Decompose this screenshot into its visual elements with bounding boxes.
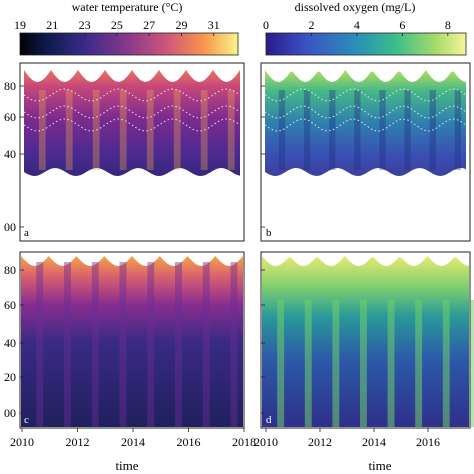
temperature-colorbar-tick-label: 29 bbox=[175, 18, 187, 32]
panel-c-stripes bbox=[36, 262, 238, 427]
panel-a-heatmap bbox=[24, 70, 240, 176]
x-axis-label-left: time bbox=[115, 458, 138, 473]
panel-a-stripes bbox=[38, 90, 235, 170]
panel-d: d bbox=[260, 251, 474, 429]
temperature-colorbar-tick-label: 25 bbox=[111, 18, 123, 32]
panel-b-isoline bbox=[264, 88, 467, 102]
panel-c-mixing-stripe bbox=[202, 262, 210, 427]
panel-d-mixing-stripe bbox=[442, 300, 450, 427]
x-axis-right-tick-label: 2010 bbox=[254, 435, 278, 449]
panel-b-low-oxygen-stripe bbox=[278, 90, 286, 170]
x-axis-right-tick-label: 2012 bbox=[308, 435, 332, 449]
oxygen-colorbar-label: dissolved oxygen (mg/L) bbox=[295, 0, 416, 14]
y-axis-top-tick-label: 60 bbox=[4, 110, 16, 124]
y-axis-bottom-tick-label: 40 bbox=[4, 336, 16, 350]
panel-d-mixing-stripe bbox=[415, 300, 423, 427]
panel-a-warm-stripe bbox=[38, 90, 46, 170]
y-axis-top-tick-label: 00 bbox=[4, 220, 16, 234]
temperature-colorbar-tick-label: 19 bbox=[14, 18, 26, 32]
panel-a-warm-stripe bbox=[92, 90, 100, 170]
y-axis-bottom-tick-label: 20 bbox=[4, 370, 16, 384]
oxygen-colorbar-tick-label: 8 bbox=[445, 18, 451, 32]
panel-c: c bbox=[19, 251, 245, 429]
panel-b-isoline bbox=[264, 105, 467, 119]
panel-b-label: b bbox=[266, 227, 272, 239]
panel-c-mixing-stripe bbox=[91, 262, 99, 427]
panel-d-mixing-stripe bbox=[304, 300, 312, 427]
x-axis-ticks-left: 2010 2012 2014 2016 2018 bbox=[10, 428, 256, 449]
panel-a-warm-stripe bbox=[200, 90, 208, 170]
panel-d-stripes bbox=[277, 300, 474, 427]
y-axis-bottom-tick-label: 80 bbox=[4, 263, 16, 277]
panel-c-mixing-stripe bbox=[175, 262, 182, 427]
oxygen-colorbar-tick-label: 6 bbox=[399, 18, 405, 32]
panel-c-label: c bbox=[24, 414, 29, 426]
panel-b: b bbox=[260, 62, 471, 242]
oxygen-colorbar-ticks: 0 2 4 6 8 bbox=[263, 18, 451, 36]
x-axis-left-tick-label: 2018 bbox=[232, 435, 256, 449]
oxygen-colorbar bbox=[265, 32, 467, 56]
panel-b-low-oxygen-stripe bbox=[404, 90, 411, 170]
x-axis-left-tick-label: 2012 bbox=[66, 435, 90, 449]
panel-d-mixing-stripe bbox=[360, 300, 367, 427]
panel-b-low-oxygen-stripe bbox=[329, 90, 336, 170]
panel-b-low-oxygen-stripe bbox=[454, 90, 461, 170]
x-axis-right-tick-label: 2016 bbox=[416, 435, 440, 449]
panel-b-low-oxygen-stripe bbox=[354, 90, 361, 170]
panel-d-mixing-stripe bbox=[387, 300, 395, 427]
y-axis-bottom-tick-label: 60 bbox=[4, 298, 16, 312]
panel-a-isoline bbox=[23, 88, 241, 102]
oxygen-colorbar-tick-label: 4 bbox=[354, 18, 360, 32]
y-axis-bottom-tick-label: 00 bbox=[4, 406, 16, 420]
panel-b-isolines bbox=[264, 88, 467, 132]
panel-a-warm-stripe bbox=[227, 90, 235, 170]
x-axis-ticks-right: 2010 2012 2014 2016 bbox=[254, 428, 440, 449]
panel-d-mixing-stripe bbox=[332, 300, 340, 427]
y-axis-ticks-top: 80 60 40 00 bbox=[4, 79, 265, 234]
temperature-colorbar-tick-label: 27 bbox=[143, 18, 155, 32]
x-axis-left-tick-label: 2014 bbox=[121, 435, 145, 449]
panel-a-isoline bbox=[23, 118, 241, 132]
panel-c-heatmap bbox=[21, 256, 243, 427]
panel-d-label: d bbox=[266, 414, 272, 426]
oxygen-colorbar-tick-label: 0 bbox=[263, 18, 269, 32]
panel-c-mixing-stripe bbox=[36, 262, 44, 427]
oxygen-colorbar-tick-label: 2 bbox=[308, 18, 314, 32]
temperature-colorbar-ticks: 19 21 23 25 27 29 31 bbox=[14, 18, 220, 36]
temperature-colorbar-tick-label: 31 bbox=[208, 18, 220, 32]
x-axis-right-tick-label: 2014 bbox=[362, 435, 386, 449]
panel-c-mixing-stripe bbox=[64, 262, 71, 427]
temperature-colorbar-tick-label: 21 bbox=[46, 18, 58, 32]
panel-a-label: a bbox=[24, 227, 29, 239]
temperature-colorbar bbox=[19, 32, 239, 56]
panel-a-warm-stripe bbox=[119, 90, 127, 170]
y-axis-ticks-bottom: 80 60 40 20 00 bbox=[4, 263, 265, 420]
temperature-colorbar-tick-label: 23 bbox=[79, 18, 91, 32]
panel-a-warm-stripe bbox=[65, 90, 73, 170]
panel-a: a bbox=[19, 62, 245, 242]
panel-b-heatmap bbox=[265, 70, 466, 176]
x-axis-left-tick-label: 2016 bbox=[177, 435, 201, 449]
panel-a-warm-stripe bbox=[173, 90, 181, 170]
temperature-colorbar-label: water temperature (°C) bbox=[72, 0, 183, 14]
y-axis-top-tick-label: 40 bbox=[4, 147, 16, 161]
y-axis-top-tick-label: 80 bbox=[4, 79, 16, 93]
panel-d-mixing-stripe bbox=[277, 300, 285, 427]
panel-c-mixing-stripe bbox=[119, 262, 127, 427]
panel-c-mixing-stripe bbox=[230, 262, 238, 427]
x-axis-label-right: time bbox=[368, 458, 391, 473]
x-axis-left-tick-label: 2010 bbox=[10, 435, 34, 449]
panel-a-isolines bbox=[23, 88, 241, 132]
panel-a-warm-stripe bbox=[146, 90, 154, 170]
panel-b-isoline bbox=[264, 118, 467, 132]
panel-c-mixing-stripe bbox=[147, 262, 155, 427]
panel-d-mixing-stripe bbox=[470, 300, 474, 427]
panel-b-low-oxygen-stripe bbox=[303, 90, 311, 170]
panel-a-isoline bbox=[23, 105, 241, 119]
